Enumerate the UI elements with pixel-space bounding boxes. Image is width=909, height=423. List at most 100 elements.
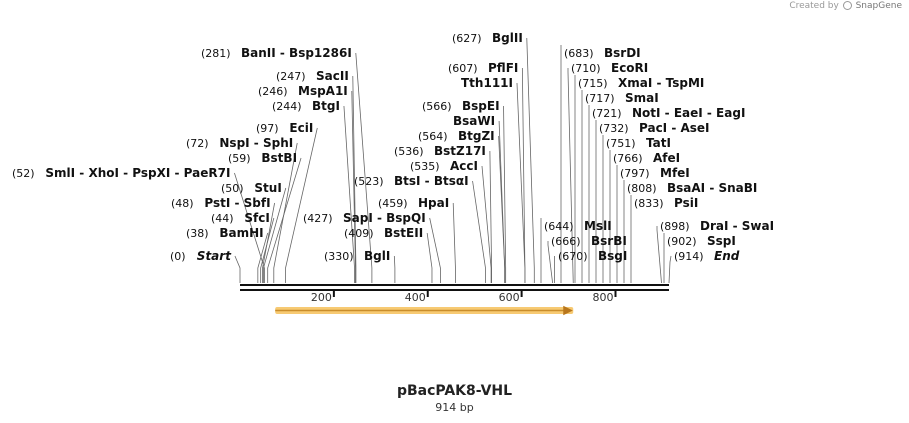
restriction-site[interactable]: (281) BanII - Bsp1286I [201, 46, 352, 60]
site-position: (732) [599, 122, 632, 135]
site-connector [498, 120, 506, 283]
site-name: XmaI - TspMI [618, 76, 704, 90]
restriction-site[interactable]: (330) BglI [324, 249, 390, 263]
restriction-site[interactable]: BsaWI [453, 114, 495, 128]
site-name: HpaI [418, 196, 449, 210]
restriction-site[interactable]: (48) PstI - SbfI [171, 196, 271, 210]
site-position: (902) [667, 235, 700, 248]
site-position: (715) [578, 77, 611, 90]
site-name: BstEII [384, 226, 423, 240]
restriction-site[interactable]: (732) PacI - AseI [599, 121, 710, 135]
site-position: (523) [354, 175, 387, 188]
restriction-site[interactable]: (564) BtgZI [418, 129, 495, 143]
site-label: (607) PflFI [448, 61, 518, 75]
restriction-site[interactable]: (246) MspA1I [258, 84, 348, 98]
site-name: EcoRI [611, 61, 648, 75]
restriction-site[interactable]: (244) BtgI [272, 99, 340, 113]
site-connector [273, 142, 298, 283]
site-label: (644) MslI [544, 219, 612, 233]
site-connector [516, 82, 526, 283]
site-label: (717) SmaI [585, 91, 659, 105]
restriction-site[interactable]: (50) StuI [221, 181, 282, 195]
site-label: (564) BtgZI [418, 129, 495, 143]
restriction-site[interactable]: (247) SacII [276, 69, 349, 83]
restriction-site[interactable]: (715) XmaI - TspMI [578, 76, 704, 90]
ruler-tick-label: 200 [311, 291, 332, 304]
restriction-site[interactable]: (717) SmaI [585, 91, 659, 105]
restriction-site[interactable]: (0) Start [170, 249, 232, 263]
snapgene-logo-icon [842, 1, 852, 10]
site-label: (833) PsiI [634, 196, 698, 210]
site-name: MfeI [660, 166, 690, 180]
site-position: (717) [585, 92, 618, 105]
restriction-site[interactable]: Tth111I [461, 76, 513, 90]
restriction-site[interactable]: (797) MfeI [620, 166, 690, 180]
site-position: (0) [170, 250, 189, 263]
site-label: (52) SmlI - XhoI - PspXI - PaeR7I [12, 166, 230, 180]
site-position: (44) [211, 212, 237, 225]
restriction-site[interactable]: (427) SapI - BspQI [303, 211, 426, 225]
restriction-site[interactable]: (766) AfeI [613, 151, 680, 165]
site-name: AfeI [653, 151, 680, 165]
site-label: (38) BamHI [186, 226, 264, 240]
restriction-site[interactable]: (44) SfcI [211, 211, 270, 225]
restriction-site[interactable]: (72) NspI - SphI [186, 136, 293, 150]
restriction-site[interactable]: (523) BtsI - BtsαI [354, 174, 469, 188]
site-position: (536) [394, 145, 427, 158]
site-position: (914) [674, 250, 707, 263]
site-label: (97) EciI [256, 121, 313, 135]
restriction-site[interactable]: (52) SmlI - XhoI - PspXI - PaeR7I [12, 166, 230, 180]
ruler-tick-label: 800 [592, 291, 613, 304]
restriction-site[interactable]: (627) BglII [452, 31, 523, 45]
restriction-site[interactable]: (683) BsrDI [564, 46, 641, 60]
restriction-site[interactable]: (59) BstBI [228, 151, 297, 165]
credit-brand: SnapGene [855, 1, 902, 11]
restriction-site[interactable]: (459) HpaI [378, 196, 449, 210]
restriction-site[interactable]: (902) SspI [667, 234, 736, 248]
site-name: BsrBI [591, 234, 627, 248]
site-name: DraI - SwaI [700, 219, 774, 233]
site-label: (247) SacII [276, 69, 349, 83]
site-label: (330) BglI [324, 249, 390, 263]
restriction-site[interactable]: (409) BstEII [344, 226, 423, 240]
restriction-site[interactable]: (751) TatI [606, 136, 671, 150]
restriction-site[interactable]: (898) DraI - SwaI [660, 219, 774, 233]
site-position: (808) [627, 182, 660, 195]
restriction-site[interactable]: (566) BspEI [422, 99, 500, 113]
restriction-site[interactable]: (536) BstZ17I [394, 144, 486, 158]
site-connector [567, 68, 574, 284]
site-connector [668, 255, 672, 284]
site-connector [351, 90, 356, 283]
restriction-site[interactable]: (644) MslI [544, 219, 612, 233]
ruler-ticks: 200 400 600 800 [311, 291, 617, 304]
site-label: (72) NspI - SphI [186, 136, 293, 150]
site-position: (38) [186, 227, 212, 240]
credit-prefix: Created by [789, 1, 839, 11]
restriction-site[interactable]: (808) BsaAI - SnaBI [627, 181, 757, 195]
site-name: MspA1I [298, 84, 348, 98]
site-name: MslI [584, 219, 612, 233]
site-connector [498, 135, 506, 283]
site-connector [452, 202, 456, 283]
snapgene-credit: Created by SnapGene [789, 1, 902, 11]
restriction-site[interactable]: (666) BsrBI [551, 234, 627, 248]
site-label: (670) BsgI [558, 249, 627, 263]
restriction-site[interactable]: (914) End [674, 249, 740, 263]
site-name: SapI - BspQI [343, 211, 426, 225]
site-name: Start [197, 249, 232, 263]
site-name: BsaWI [453, 114, 495, 128]
restriction-site[interactable]: (97) EciI [256, 121, 313, 135]
restriction-site[interactable]: (721) NotI - EaeI - EagI [592, 106, 745, 120]
site-connector [429, 217, 441, 283]
restriction-site[interactable]: (607) PflFI [448, 61, 518, 75]
site-name: BstZ17I [434, 144, 486, 158]
restriction-site[interactable]: (670) BsgI [558, 249, 627, 263]
map-title: pBacPAK8-VHL [396, 383, 513, 399]
restriction-site[interactable]: (38) BamHI [186, 226, 264, 240]
site-label: (715) XmaI - TspMI [578, 76, 704, 90]
site-label: (409) BstEII [344, 226, 423, 240]
restriction-site[interactable]: (710) EcoRI [571, 61, 648, 75]
ruler-tick-label: 600 [499, 291, 520, 304]
restriction-site[interactable]: (833) PsiI [634, 196, 698, 210]
restriction-site[interactable]: (535) AccI [410, 159, 478, 173]
